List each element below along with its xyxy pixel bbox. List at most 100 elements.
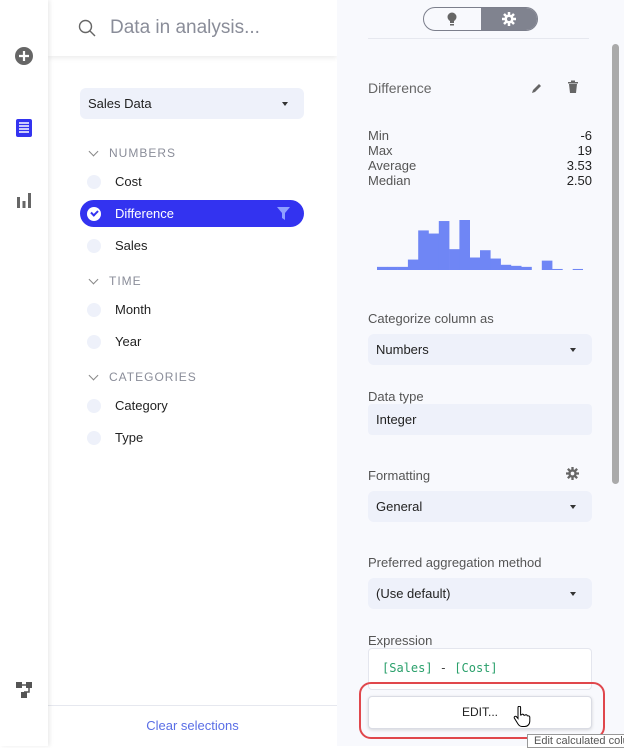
list-item-category[interactable]: Category xyxy=(80,392,304,419)
expression-column: [Cost] xyxy=(454,661,498,675)
hand-cursor-icon xyxy=(513,706,531,727)
radio-icon xyxy=(87,334,101,349)
group-categories[interactable]: CATEGORIES xyxy=(88,370,197,384)
stat-average: Average 3.53 xyxy=(368,158,592,173)
group-label: NUMBERS xyxy=(109,146,177,160)
chevron-down-icon xyxy=(88,146,99,156)
group-numbers[interactable]: NUMBERS xyxy=(88,146,177,160)
histogram-bar xyxy=(449,249,460,270)
bar-chart-icon[interactable] xyxy=(14,190,34,210)
radio-icon xyxy=(87,174,101,189)
edit-expression-button[interactable]: EDIT... xyxy=(368,696,592,729)
aggregation-value: (Use default) xyxy=(376,586,451,601)
histogram-bar xyxy=(500,264,512,270)
edit-pencil-icon[interactable] xyxy=(530,81,544,95)
histogram-bar xyxy=(387,266,398,270)
data-panel: Data in analysis... Sales Data NUMBERS C… xyxy=(48,0,337,746)
datatype-label: Data type xyxy=(368,389,424,404)
histogram-bar xyxy=(480,250,491,270)
histogram-bar xyxy=(438,221,450,270)
list-item-type[interactable]: Type xyxy=(80,424,304,451)
categorize-value: Numbers xyxy=(376,342,429,357)
formatting-value: General xyxy=(376,499,423,514)
view-toggle[interactable] xyxy=(423,7,538,31)
formatting-label: Formatting xyxy=(368,468,431,483)
histogram-bar xyxy=(521,266,532,270)
caret-down-icon xyxy=(282,101,288,106)
histogram-bar xyxy=(490,258,501,270)
histogram-bar xyxy=(552,268,563,270)
lightbulb-icon xyxy=(447,12,457,26)
stat-max: Max 19 xyxy=(368,143,592,158)
histogram-bar xyxy=(418,230,429,270)
radio-icon xyxy=(87,398,101,413)
list-item-month[interactable]: Month xyxy=(80,296,304,323)
histogram-bar xyxy=(377,266,388,270)
highlight-outline xyxy=(359,682,605,739)
filter-icon[interactable] xyxy=(277,207,290,220)
insights-tab[interactable] xyxy=(424,8,481,30)
left-rail xyxy=(0,0,48,746)
histogram-bar xyxy=(428,233,440,270)
add-icon[interactable] xyxy=(14,46,34,66)
item-label: Category xyxy=(115,398,168,413)
histogram-bar xyxy=(572,268,583,270)
expression-operator: - xyxy=(432,661,455,675)
stat-median: Median 2.50 xyxy=(368,173,592,188)
item-label: Cost xyxy=(115,174,142,189)
histogram-bar xyxy=(510,265,522,270)
divider xyxy=(368,38,589,39)
clear-selections-link[interactable]: Clear selections xyxy=(48,705,337,746)
item-label: Month xyxy=(115,302,152,317)
formatting-gear-icon[interactable] xyxy=(566,467,579,480)
details-panel: Difference Min -6 Max 19 Average 3.53 Media… xyxy=(337,0,624,748)
histogram-bar xyxy=(469,257,481,270)
caret-down-icon xyxy=(570,591,576,596)
categorize-select[interactable]: Numbers xyxy=(368,334,592,365)
item-label: Sales xyxy=(115,238,148,253)
radio-icon xyxy=(87,430,101,445)
histogram-bar xyxy=(407,259,419,270)
histogram-bar xyxy=(397,266,409,270)
data-source-value: Sales Data xyxy=(88,96,152,111)
data-flow-icon[interactable] xyxy=(14,680,34,700)
list-item-difference[interactable]: Difference xyxy=(80,200,304,227)
caret-down-icon xyxy=(570,504,576,509)
histogram xyxy=(377,220,583,270)
item-label: Type xyxy=(115,430,144,445)
data-table-icon[interactable] xyxy=(14,118,34,138)
categorize-label: Categorize column as xyxy=(368,311,494,326)
expression-label: Expression xyxy=(368,633,433,648)
list-item-year[interactable]: Year xyxy=(80,328,304,355)
gear-icon xyxy=(501,12,516,26)
stat-min: Min -6 xyxy=(368,128,592,143)
formatting-select[interactable]: General xyxy=(368,491,592,522)
trash-icon[interactable] xyxy=(567,80,579,94)
settings-tab[interactable] xyxy=(480,8,537,30)
item-label: Year xyxy=(115,334,142,349)
datatype-value: Integer xyxy=(368,404,592,435)
item-label: Difference xyxy=(115,206,175,221)
expression-column: [Sales] xyxy=(382,661,433,675)
aggregation-select[interactable]: (Use default) xyxy=(368,578,592,609)
list-item-cost[interactable]: Cost xyxy=(80,168,304,195)
search-bar[interactable]: Data in analysis... xyxy=(48,0,337,56)
search-input[interactable]: Data in analysis... xyxy=(110,17,260,38)
radio-icon xyxy=(87,302,101,317)
check-circle-icon xyxy=(87,206,101,221)
column-title: Difference xyxy=(368,80,432,96)
search-icon xyxy=(78,19,96,37)
aggregation-label: Preferred aggregation method xyxy=(368,555,542,570)
histogram-bar xyxy=(459,220,470,270)
chevron-down-icon xyxy=(88,370,99,380)
caret-down-icon xyxy=(570,347,576,352)
group-time[interactable]: TIME xyxy=(88,274,142,288)
radio-icon xyxy=(87,238,101,253)
histogram-bar xyxy=(541,260,553,270)
group-label: TIME xyxy=(109,274,142,288)
scrollbar[interactable] xyxy=(612,44,619,484)
group-label: CATEGORIES xyxy=(109,370,197,384)
data-source-select[interactable]: Sales Data xyxy=(80,88,304,119)
chevron-down-icon xyxy=(88,274,99,284)
list-item-sales[interactable]: Sales xyxy=(80,232,304,259)
